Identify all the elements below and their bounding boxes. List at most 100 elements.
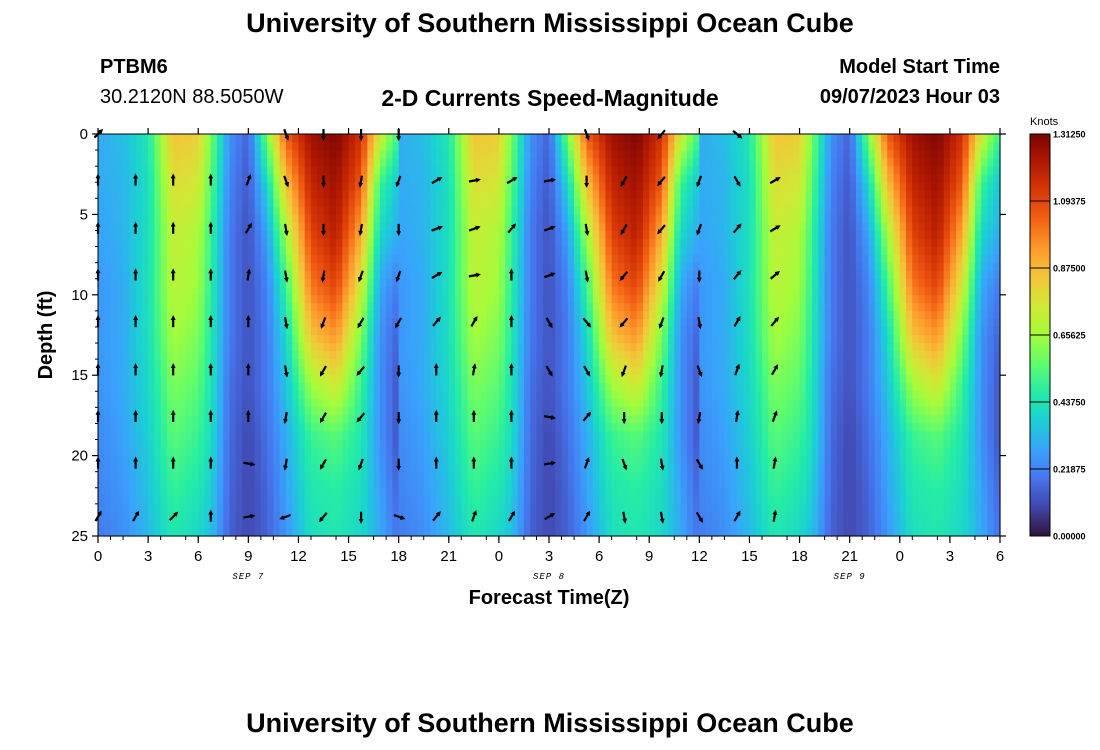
heatmap-cell	[668, 270, 675, 280]
heatmap-cell	[204, 391, 212, 400]
heatmap-cell	[473, 399, 481, 408]
heatmap-cell	[279, 487, 287, 497]
heatmap-cell	[398, 455, 406, 465]
heatmap-cell	[242, 359, 249, 368]
heatmap-cell	[567, 471, 575, 481]
heatmap-cell	[580, 399, 588, 408]
heatmap-cell	[373, 294, 381, 304]
heatmap-cell	[636, 471, 644, 481]
heatmap-cell	[373, 495, 381, 505]
heatmap-cell	[555, 383, 563, 392]
heatmap-cell	[718, 278, 725, 288]
heatmap-cell	[674, 310, 682, 320]
heatmap-cell	[492, 423, 500, 433]
heatmap-cell	[674, 495, 682, 505]
heatmap-cell	[191, 310, 199, 320]
heatmap-cell	[617, 166, 625, 175]
heatmap-cell	[185, 343, 193, 352]
heatmap-cell	[417, 326, 425, 336]
heatmap-cell	[486, 479, 494, 489]
heatmap-cell	[392, 190, 400, 199]
heatmap-cell	[680, 230, 688, 240]
heatmap-cell	[310, 415, 318, 425]
heatmap-cell	[229, 270, 237, 280]
heatmap-cell	[705, 359, 713, 368]
heatmap-cell	[342, 286, 350, 296]
heatmap-cell	[304, 375, 312, 384]
heatmap-cell	[354, 471, 362, 481]
heatmap-cell	[179, 455, 187, 465]
heatmap-cell	[185, 375, 193, 384]
heatmap-cell	[605, 511, 613, 521]
heatmap-cell	[298, 351, 306, 360]
heatmap-cell	[329, 447, 337, 457]
heatmap-cell	[549, 214, 556, 224]
heatmap-cell	[686, 487, 694, 497]
heatmap-cell	[467, 407, 475, 416]
heatmap-cell	[267, 246, 274, 256]
heatmap-cell	[680, 375, 688, 384]
heatmap-cell	[166, 399, 174, 408]
heatmap-cell	[110, 471, 118, 481]
heatmap-cell	[279, 423, 287, 433]
heatmap-cell	[680, 190, 688, 199]
heatmap-cell	[674, 511, 682, 521]
heatmap-cell	[123, 142, 130, 151]
heatmap-cell	[110, 519, 118, 529]
heatmap-cell	[423, 150, 431, 159]
heatmap-cell	[279, 367, 287, 376]
heatmap-cell	[348, 310, 356, 320]
heatmap-cell	[354, 487, 362, 497]
heatmap-cell	[223, 238, 231, 248]
heatmap-cell	[574, 206, 581, 215]
heatmap-cell	[123, 246, 130, 256]
heatmap-cell	[711, 214, 719, 224]
heatmap-cell	[260, 246, 268, 256]
heatmap-cell	[455, 190, 462, 199]
heatmap-cell	[693, 383, 700, 392]
heatmap-cell	[267, 383, 274, 392]
heatmap-cell	[260, 503, 268, 513]
heatmap-cell	[611, 166, 619, 175]
heatmap-cell	[135, 407, 143, 416]
heatmap-cell	[198, 359, 206, 368]
heatmap-cell	[273, 471, 281, 481]
heatmap-cell	[361, 399, 368, 408]
heatmap-cell	[649, 479, 657, 489]
heatmap-cell	[166, 142, 174, 151]
heatmap-cell	[561, 302, 569, 312]
heatmap-cell	[379, 431, 387, 441]
heatmap-cell	[123, 407, 130, 416]
heatmap-cell	[336, 190, 343, 199]
heatmap-cell	[574, 158, 581, 167]
heatmap-cell	[555, 391, 563, 400]
heatmap-cell	[154, 142, 162, 151]
heatmap-cell	[523, 479, 531, 489]
heatmap-cell	[442, 262, 450, 272]
heatmap-cell	[398, 519, 406, 529]
heatmap-cell	[436, 359, 444, 368]
heatmap-cell	[379, 471, 387, 481]
heatmap-cell	[336, 423, 343, 433]
heatmap-cell	[605, 174, 613, 183]
heatmap-cell	[342, 246, 350, 256]
heatmap-cell	[567, 150, 575, 159]
heatmap-cell	[204, 439, 212, 449]
heatmap-cell	[273, 463, 281, 473]
heatmap-cell	[592, 495, 600, 505]
heatmap-cell	[148, 182, 155, 191]
heatmap-cell	[417, 254, 425, 264]
heatmap-cell	[379, 134, 387, 143]
heatmap-cell	[574, 479, 581, 489]
heatmap-cell	[254, 423, 262, 433]
heatmap-cell	[217, 343, 224, 352]
heatmap-cell	[561, 343, 569, 352]
heatmap-cell	[561, 367, 569, 376]
heatmap-cell	[185, 455, 193, 465]
heatmap-cell	[373, 318, 381, 328]
heatmap-cell	[342, 198, 350, 207]
heatmap-cell	[166, 375, 174, 384]
heatmap-cell	[429, 238, 437, 248]
heatmap-cell	[329, 262, 337, 272]
heatmap-cell	[486, 519, 494, 529]
